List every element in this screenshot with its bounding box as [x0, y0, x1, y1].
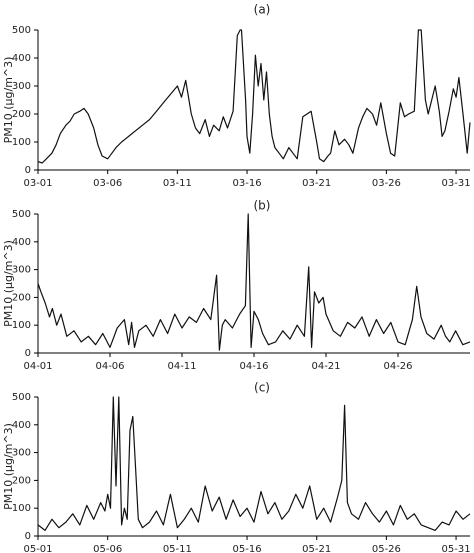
chart-3-x-tick-label: 05-21: [302, 544, 331, 553]
chart-3-x-tick-label: 05-31: [442, 544, 471, 553]
chart-2-y-tick-label: 0: [25, 348, 31, 359]
panel-a: (a) 0 100 200 300 400 500 03-01 03-06 03-11 03-16 0…: [2, 3, 471, 189]
chart-1-x-tick-label: 03-26: [372, 178, 401, 189]
chart-3-title: (c): [254, 381, 270, 395]
chart-1-y-tick-label: 500: [12, 25, 31, 36]
chart-3-y-tick-label: 100: [12, 503, 31, 514]
chart-1-x-tick-label: 03-16: [233, 178, 262, 189]
chart-2-x-tick-label: 04-21: [311, 361, 340, 372]
panel-c: (c) 0 100 200 300 400 500 05-01 05-06 05-11 05-16 0…: [2, 381, 471, 553]
chart-1-y-axis-label: PM10 (μg/m^3): [2, 57, 15, 144]
chart-2-y-tick-label: 200: [12, 292, 31, 303]
chart-3-x-tick-label: 05-06: [93, 544, 122, 553]
chart-2-x-tick-label: 04-26: [383, 361, 412, 372]
chart-2-y-axis-label: PM10 (μg/m^3): [2, 240, 15, 327]
chart-3-x-tick-label: 05-11: [163, 544, 192, 553]
chart-1-title: (a): [254, 3, 271, 17]
chart-3-y-tick-label: 300: [12, 448, 31, 459]
chart-1-y-tick-label: 300: [12, 81, 31, 92]
chart-2-title: (b): [254, 199, 271, 213]
chart-2-y-tick-label: 300: [12, 265, 31, 276]
chart-3-x-tick-label: 05-16: [233, 544, 262, 553]
chart-3-y-tick-label: 400: [12, 420, 31, 431]
chart-3-y-axis-label: PM10 (μg/m^3): [2, 423, 15, 510]
chart-1-y-tick-label: 0: [25, 165, 31, 176]
chart-3-x-tick-label: 05-26: [372, 544, 401, 553]
chart-1-series-1-line: [37, 29, 471, 164]
chart-1-x-tick-label: 03-31: [442, 178, 471, 189]
chart-3-y-tick-label: 0: [25, 531, 31, 542]
chart-1-y-tick-label: 400: [12, 53, 31, 64]
chart-2-y-tick-label: 500: [12, 209, 31, 220]
chart-1-x-tick-label: 03-21: [302, 178, 331, 189]
chart-2-series-1-line: [37, 213, 471, 351]
chart-3-y-tick-label: 200: [12, 475, 31, 486]
chart-2-x-tick-label: 04-11: [167, 361, 196, 372]
chart-3-y-tick-label: 500: [12, 392, 31, 403]
chart-1-y-tick-label: 100: [12, 137, 31, 148]
chart-3-x-tick-label: 05-01: [23, 544, 52, 553]
chart-2-y-tick-label: 400: [12, 237, 31, 248]
chart-2-x-tick-label: 04-16: [239, 361, 268, 372]
chart-2-y-tick-label: 100: [12, 320, 31, 331]
chart-2-x-tick-label: 04-01: [23, 361, 52, 372]
chart-1-x-tick-label: 03-11: [163, 178, 192, 189]
chart-1-x-tick-label: 03-06: [93, 178, 122, 189]
chart-1-x-tick-label: 03-01: [23, 178, 52, 189]
chart-2-x-tick-label: 04-06: [95, 361, 124, 372]
chart-1-y-tick-label: 200: [12, 109, 31, 120]
panel-b: (b) 0 100 200 300 400 500 04-01 04-06 04-11 04-16 0…: [2, 199, 471, 372]
chart-3-series-1-line: [37, 396, 471, 532]
